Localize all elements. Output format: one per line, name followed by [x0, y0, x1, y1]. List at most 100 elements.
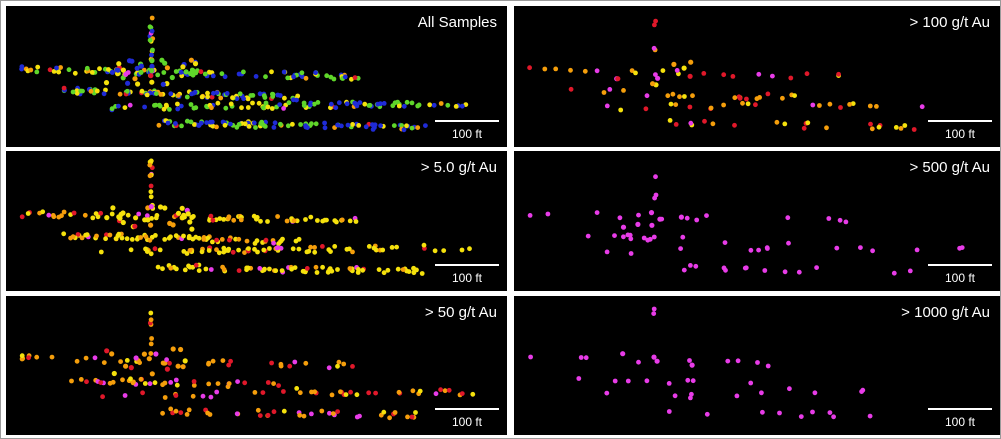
sample-dot [207, 412, 213, 417]
sample-dot [210, 358, 216, 364]
sample-dot [175, 93, 181, 98]
sample-dot [109, 351, 115, 357]
sample-dot [345, 122, 351, 128]
sample-dot [178, 346, 184, 353]
sample-dot [164, 65, 170, 71]
sample-dot [179, 205, 185, 211]
sample-plot [528, 306, 873, 420]
sample-dot [898, 126, 904, 131]
sample-dot [170, 346, 176, 352]
sample-dot [867, 103, 873, 109]
sample-dot [252, 390, 258, 395]
sample-dot [688, 120, 694, 126]
sample-dot [103, 87, 108, 93]
sample-dot [219, 237, 225, 242]
sample-dot [625, 378, 631, 384]
sample-dot [313, 264, 319, 270]
sample-dot [312, 249, 318, 255]
sample-dot [688, 263, 693, 268]
sample-dot [206, 360, 212, 366]
sample-dot [357, 100, 363, 105]
panel-title: > 500 g/t Au [909, 159, 991, 176]
sample-dot [195, 68, 200, 74]
scale-line [928, 408, 992, 410]
sample-dot [19, 353, 25, 359]
sample-dot [311, 101, 317, 107]
sample-dot [254, 216, 259, 222]
sample-dot [245, 105, 251, 110]
sample-dot [810, 102, 816, 108]
sample-dot [128, 376, 133, 382]
sample-dot [307, 102, 313, 108]
sample-dot [366, 390, 372, 396]
sample-dot [332, 218, 338, 223]
sample-dot [156, 122, 162, 128]
sample-dot [133, 355, 139, 361]
sample-dot [785, 215, 791, 221]
sample-dot [438, 387, 443, 393]
sample-dot [858, 245, 863, 250]
sample-dot [765, 91, 771, 97]
sample-dot [265, 380, 271, 385]
sample-dot [432, 248, 438, 254]
sample-dot [621, 234, 626, 240]
sample-dot [416, 102, 422, 108]
sample-dot [413, 410, 418, 415]
sample-dot [801, 125, 807, 131]
sample-dot [196, 268, 202, 273]
sample-dot [71, 210, 77, 216]
panel-over-5: > 5.0 g/t Au 100 ft [6, 151, 507, 291]
sample-dot [907, 268, 913, 274]
sample-dot [129, 237, 135, 242]
sample-dot [138, 376, 144, 382]
sample-dot [837, 217, 843, 223]
sample-dot [25, 211, 31, 216]
sample-dot [353, 219, 359, 224]
sample-dot [362, 101, 368, 107]
sample-dot [157, 204, 164, 210]
sample-dot [628, 236, 634, 242]
sample-dot [411, 270, 417, 276]
sample-dot [291, 218, 297, 224]
sample-dot [303, 124, 309, 130]
sample-dot [224, 91, 230, 96]
sample-dot [79, 235, 85, 241]
sample-dot [309, 411, 314, 417]
sample-plot [527, 18, 925, 132]
sample-dot [847, 102, 852, 107]
sample-dot [190, 264, 196, 270]
sample-dot [404, 99, 410, 105]
sample-dot [770, 73, 775, 79]
sample-dot [231, 217, 237, 223]
sample-dot [313, 121, 319, 127]
sample-dot [173, 393, 179, 398]
sample-dot [275, 92, 281, 98]
sample-dot [527, 65, 532, 71]
sample-dot [219, 71, 225, 77]
sample-dot [281, 408, 287, 414]
sample-dot [278, 121, 283, 127]
sample-dot [335, 409, 340, 414]
sample-dot [914, 247, 920, 253]
sample-dot [792, 93, 797, 98]
sample-dot [178, 103, 184, 109]
sample-dot [117, 215, 123, 221]
sample-dot [576, 376, 582, 381]
sample-dot [181, 233, 186, 239]
sample-dot [651, 306, 657, 312]
sample-dot [308, 214, 314, 220]
sample-dot [292, 265, 298, 270]
sample-dot [441, 248, 447, 253]
sample-dot [28, 67, 34, 73]
sample-dot [170, 222, 176, 228]
sample-dot [759, 390, 764, 396]
sample-dot [542, 66, 548, 72]
sample-dot [205, 90, 210, 96]
sample-dot [271, 240, 276, 246]
sample-dot [655, 75, 661, 81]
sample-dot [748, 380, 754, 386]
sample-dot [708, 105, 714, 111]
sample-dot [831, 414, 836, 420]
sample-dot [210, 217, 216, 223]
sample-dot [192, 89, 198, 95]
